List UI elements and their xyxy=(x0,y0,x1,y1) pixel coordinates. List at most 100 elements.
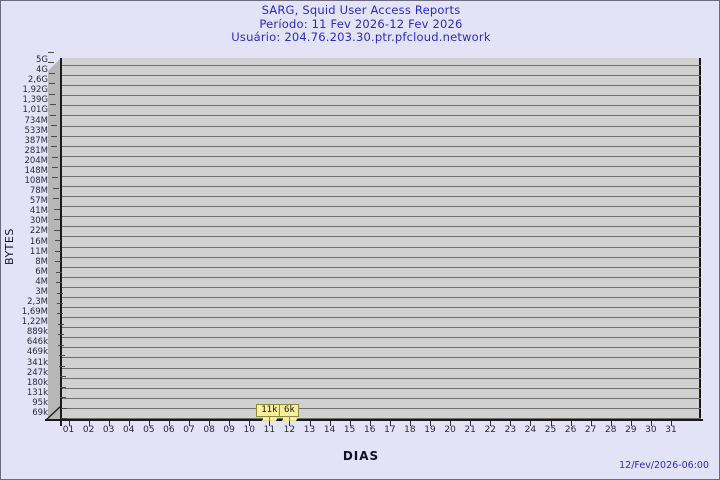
y-axis-tick-mark xyxy=(54,240,61,242)
x-axis-tick-label: 24 xyxy=(524,425,537,435)
gridline xyxy=(61,296,701,298)
y-axis-tick-mark xyxy=(48,52,54,53)
gridline xyxy=(61,65,701,66)
x-axis-tick-mark xyxy=(209,421,211,426)
y-axis-tick-label: 57M xyxy=(29,196,48,207)
generated-timestamp: 12/Fev/2026-06:00 xyxy=(619,460,709,471)
y-axis-tick-mark xyxy=(59,365,66,367)
y-axis-tick-mark xyxy=(58,334,65,336)
y-axis-tick-mark xyxy=(49,83,56,85)
x-axis-tick-label: 04 xyxy=(123,425,135,435)
y-axis-tick-mark xyxy=(49,93,56,95)
plot-depth-wedge xyxy=(48,58,61,420)
x-axis-tick-mark xyxy=(189,421,190,426)
y-axis-tick-label: 4M xyxy=(35,276,48,287)
x-axis-tick-mark xyxy=(168,421,170,426)
y-axis-tick-mark xyxy=(50,135,57,137)
x-axis-tick-label: 17 xyxy=(384,425,396,435)
gridline xyxy=(61,226,701,228)
x-axis-tick-mark xyxy=(289,421,291,426)
gridline xyxy=(61,145,701,147)
x-axis-tick-label: 20 xyxy=(444,425,456,435)
y-axis-tick-mark xyxy=(56,292,63,294)
y-axis-tick-mark xyxy=(52,177,59,179)
x-axis-tick-label: 12 xyxy=(283,425,296,435)
y-axis-ticks: 5G 4G 2,6G 1,92G 1,39G 1,01G 734M 533M 387M 281M 2… xyxy=(1,1,67,479)
y-axis-tick-mark xyxy=(59,386,66,388)
x-axis-tick-label: 27 xyxy=(584,425,597,435)
x-axis-tick-label: 09 xyxy=(223,425,235,435)
x-axis-tick-mark xyxy=(349,421,351,426)
x-axis-tick-mark xyxy=(229,421,231,426)
y-axis-tick-label: 469k xyxy=(26,347,48,358)
gridline xyxy=(61,196,701,198)
x-axis-tick-mark xyxy=(430,421,431,426)
x-axis-tick-label: 30 xyxy=(645,425,657,435)
x-axis-tick-mark xyxy=(671,421,672,426)
y-axis-tick-label: 889k xyxy=(26,327,48,338)
y-axis-tick-label: 69k xyxy=(32,408,48,418)
gridline xyxy=(61,175,701,177)
x-axis-tick-mark xyxy=(369,421,371,426)
gridline xyxy=(61,337,701,339)
y-axis-tick-label: 4G xyxy=(36,65,48,76)
x-axis-tick-mark xyxy=(450,421,452,426)
y-axis-tick-label: 11M xyxy=(29,246,48,257)
gridline xyxy=(61,95,701,97)
x-axis-tick-mark xyxy=(249,421,251,426)
y-axis-tick-label: 734M xyxy=(24,115,48,126)
y-axis-tick-mark xyxy=(59,376,66,378)
y-axis-tick-mark xyxy=(50,114,57,116)
y-axis-tick-label: 1,22M xyxy=(21,317,48,328)
gridline xyxy=(61,165,701,167)
x-axis-tick-label: 16 xyxy=(364,425,376,435)
y-axis-tick-label: 2,3M xyxy=(27,297,48,308)
y-axis-tick-label: 646k xyxy=(26,337,48,348)
gridline xyxy=(61,256,701,258)
y-axis-tick-label: 204M xyxy=(24,155,48,166)
y-axis-tick-mark xyxy=(60,407,67,409)
x-axis-tick-label: 14 xyxy=(323,425,336,435)
y-axis-tick-mark xyxy=(49,104,56,106)
y-axis-tick-mark xyxy=(48,62,55,64)
y-axis-tick-label: 6M xyxy=(35,266,48,277)
y-axis-tick-label: 1,69M xyxy=(21,307,48,318)
y-axis-tick-label: 1,01G xyxy=(22,105,48,116)
x-axis-tick-label: 03 xyxy=(102,425,115,435)
x-axis-tick-mark xyxy=(530,421,532,426)
y-axis-tick-label: 131k xyxy=(26,387,48,398)
gridline xyxy=(61,307,701,309)
x-axis-tick-mark xyxy=(490,421,492,426)
y-axis-tick-label: 533M xyxy=(24,125,48,136)
x-axis-tick-label: 08 xyxy=(203,425,215,435)
gridline xyxy=(61,418,701,419)
y-axis-tick-mark xyxy=(51,156,58,158)
x-axis-tick-mark xyxy=(409,421,411,426)
y-axis-tick-label: 2,6G xyxy=(27,75,48,86)
x-axis-tick-label: 02 xyxy=(82,425,95,435)
y-axis-tick-mark xyxy=(51,146,58,148)
gridline xyxy=(61,75,701,77)
gridline xyxy=(61,367,701,369)
x-axis-tick-mark xyxy=(68,421,70,426)
x-axis-tick-label: 07 xyxy=(183,425,195,435)
gridline xyxy=(61,397,701,399)
y-axis-tick-label: 8M xyxy=(35,256,48,267)
x-axis-tick-label: 18 xyxy=(404,425,416,435)
x-axis-tick-mark xyxy=(590,421,592,426)
gridline xyxy=(61,115,701,117)
gridline xyxy=(61,125,701,127)
gridline xyxy=(61,276,701,278)
x-axis-tick-mark xyxy=(148,421,150,426)
x-axis-tick-label: 06 xyxy=(163,425,175,435)
chart-title-block: SARG, Squid User Access Reports Período:… xyxy=(1,3,719,45)
x-axis-tick-mark xyxy=(269,421,271,426)
page-title: SARG, Squid User Access Reports xyxy=(261,3,461,17)
y-axis-tick-label: 247k xyxy=(26,367,48,378)
y-axis-tick-mark xyxy=(50,125,57,127)
x-axis-tick-label: 28 xyxy=(605,425,617,435)
y-axis-tick-mark xyxy=(55,250,62,252)
x-axis-tick-label: 26 xyxy=(564,425,577,435)
x-axis-tick-label: 29 xyxy=(625,425,637,435)
